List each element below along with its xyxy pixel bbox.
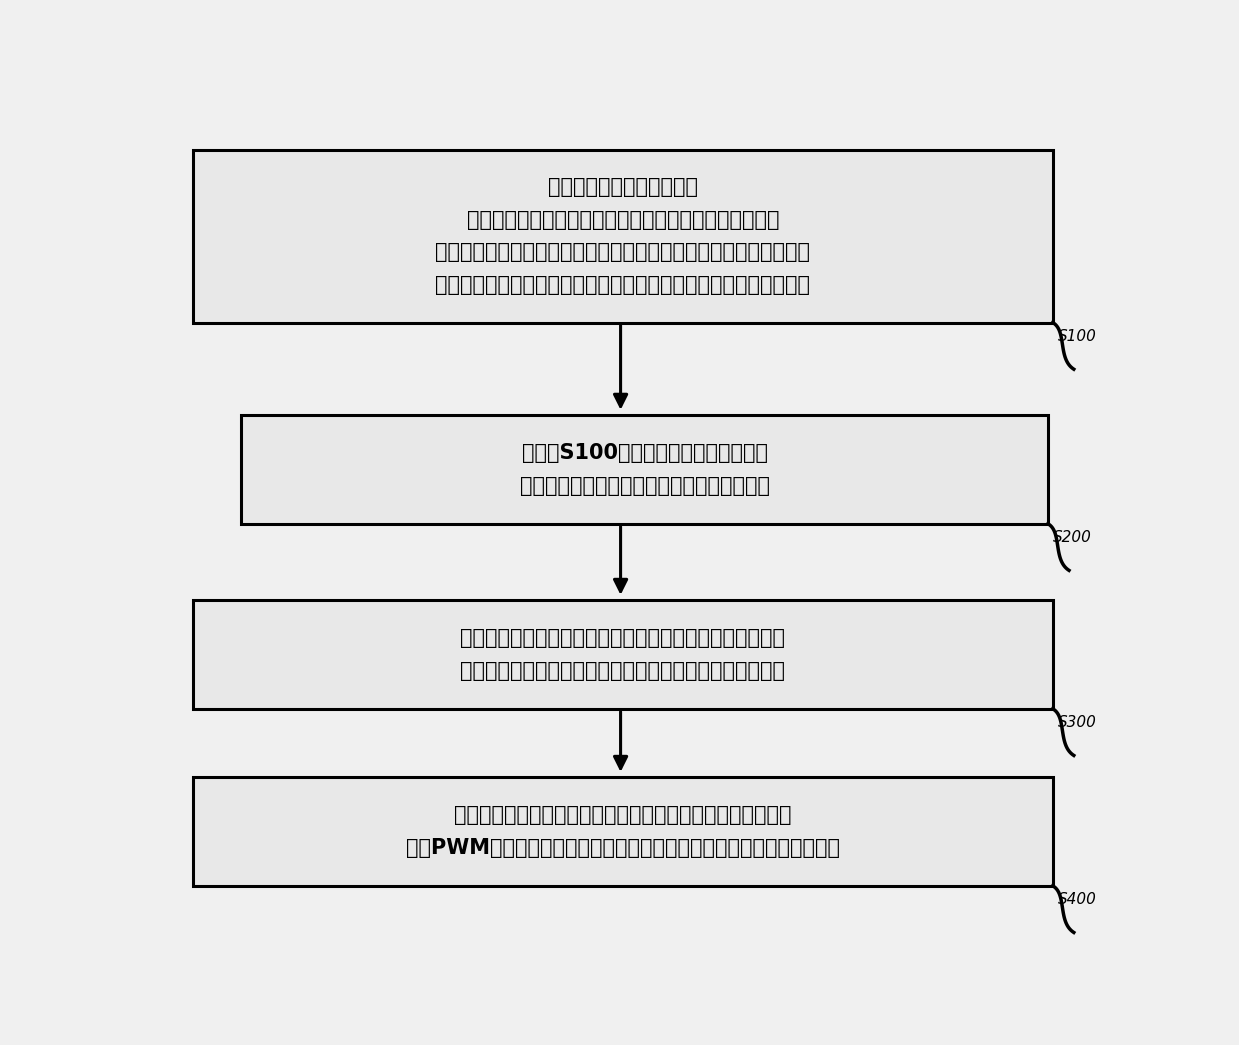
Bar bbox=[193, 600, 1053, 709]
Text: S200: S200 bbox=[1053, 530, 1092, 545]
Text: S400: S400 bbox=[1058, 892, 1097, 907]
Text: 对步骤S100所得结果通过转折功率计算
获得燃料电池阵列支路并联使用时的转折功率: 对步骤S100所得结果通过转折功率计算 获得燃料电池阵列支路并联使用时的转折功率 bbox=[519, 443, 769, 495]
Bar bbox=[242, 415, 1048, 524]
Text: 通过对离线数据进行计算，
获得不同输出功率下单个燃料电池阵列支路的效率曲线，
将所述效率曲线通过效率曲线拟合得到效率随输出功率变化的函数；
将所述效率随输出功率: 通过对离线数据进行计算， 获得不同输出功率下单个燃料电池阵列支路的效率曲线， 将… bbox=[435, 177, 810, 296]
Text: S300: S300 bbox=[1058, 715, 1097, 730]
Text: 采集系统中每个燃料电池阵列支路的输出电流和母线电压，
通过功率分配获得每个燃料电池阵列支路所需的输出功率值: 采集系统中每个燃料电池阵列支路的输出电流和母线电压， 通过功率分配获得每个燃料电… bbox=[461, 628, 786, 681]
Text: S100: S100 bbox=[1058, 329, 1097, 344]
Text: 根据所述转折功率和输出功率值通过计算获得相应的控制量；
通过PWM调制获得脉冲信号，利用所述脉冲信号完成燃料电池系统的控制: 根据所述转折功率和输出功率值通过计算获得相应的控制量； 通过PWM调制获得脉冲信… bbox=[406, 805, 840, 858]
Bar bbox=[193, 149, 1053, 323]
Bar bbox=[193, 777, 1053, 886]
